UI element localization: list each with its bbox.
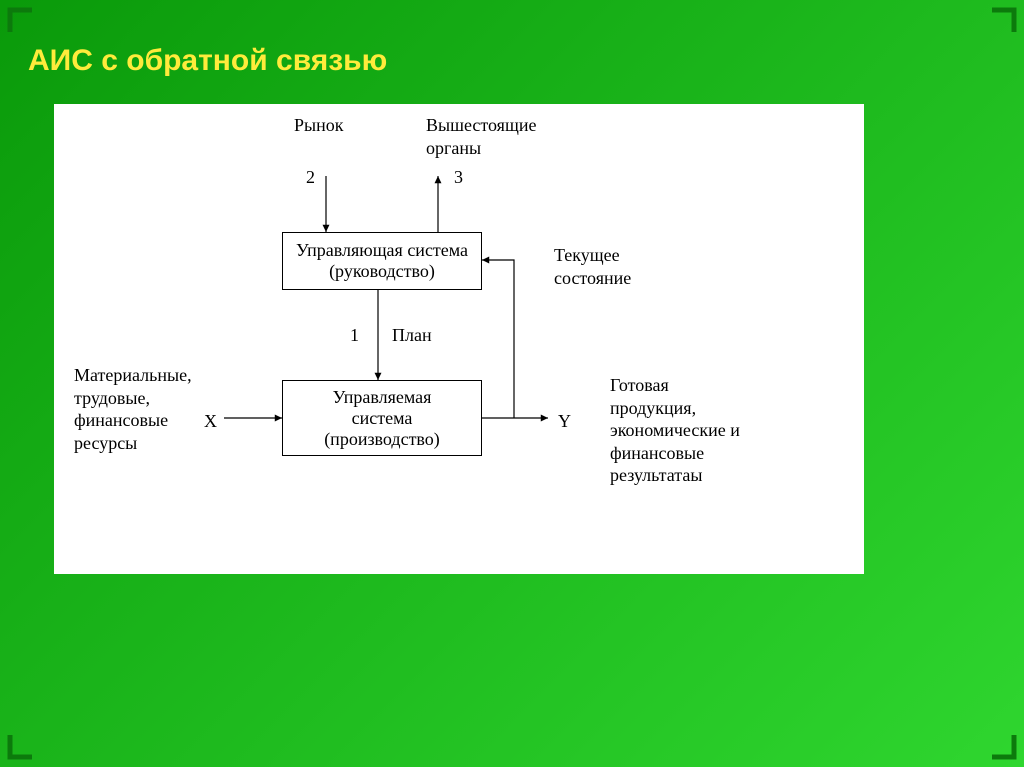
label-y: Y	[558, 410, 571, 433]
label-market: Рынок	[294, 114, 343, 137]
label-outputs: Готовая продукция, экономические и финан…	[610, 374, 740, 487]
slide-title: АИС с обратной связью	[28, 44, 387, 78]
label-num-2: 2	[306, 166, 315, 189]
label-num-1: 1	[350, 324, 359, 347]
label-num-3: 3	[454, 166, 463, 189]
label-inputs: Материальные, трудовые, финансовые ресур…	[74, 364, 192, 454]
label-x: X	[204, 410, 217, 433]
slide: АИС с обратной связью Управляющая систем…	[0, 0, 1024, 767]
box-control-system: Управляющая система (руководство)	[282, 232, 482, 290]
diagram-panel: Управляющая система (руководство) Управл…	[54, 104, 864, 574]
label-authorities: Вышестоящие органы	[426, 114, 536, 159]
label-plan: План	[392, 324, 432, 347]
box-managed-system: Управляемая система (производство)	[282, 380, 482, 456]
label-current-state: Текущее состояние	[554, 244, 631, 289]
